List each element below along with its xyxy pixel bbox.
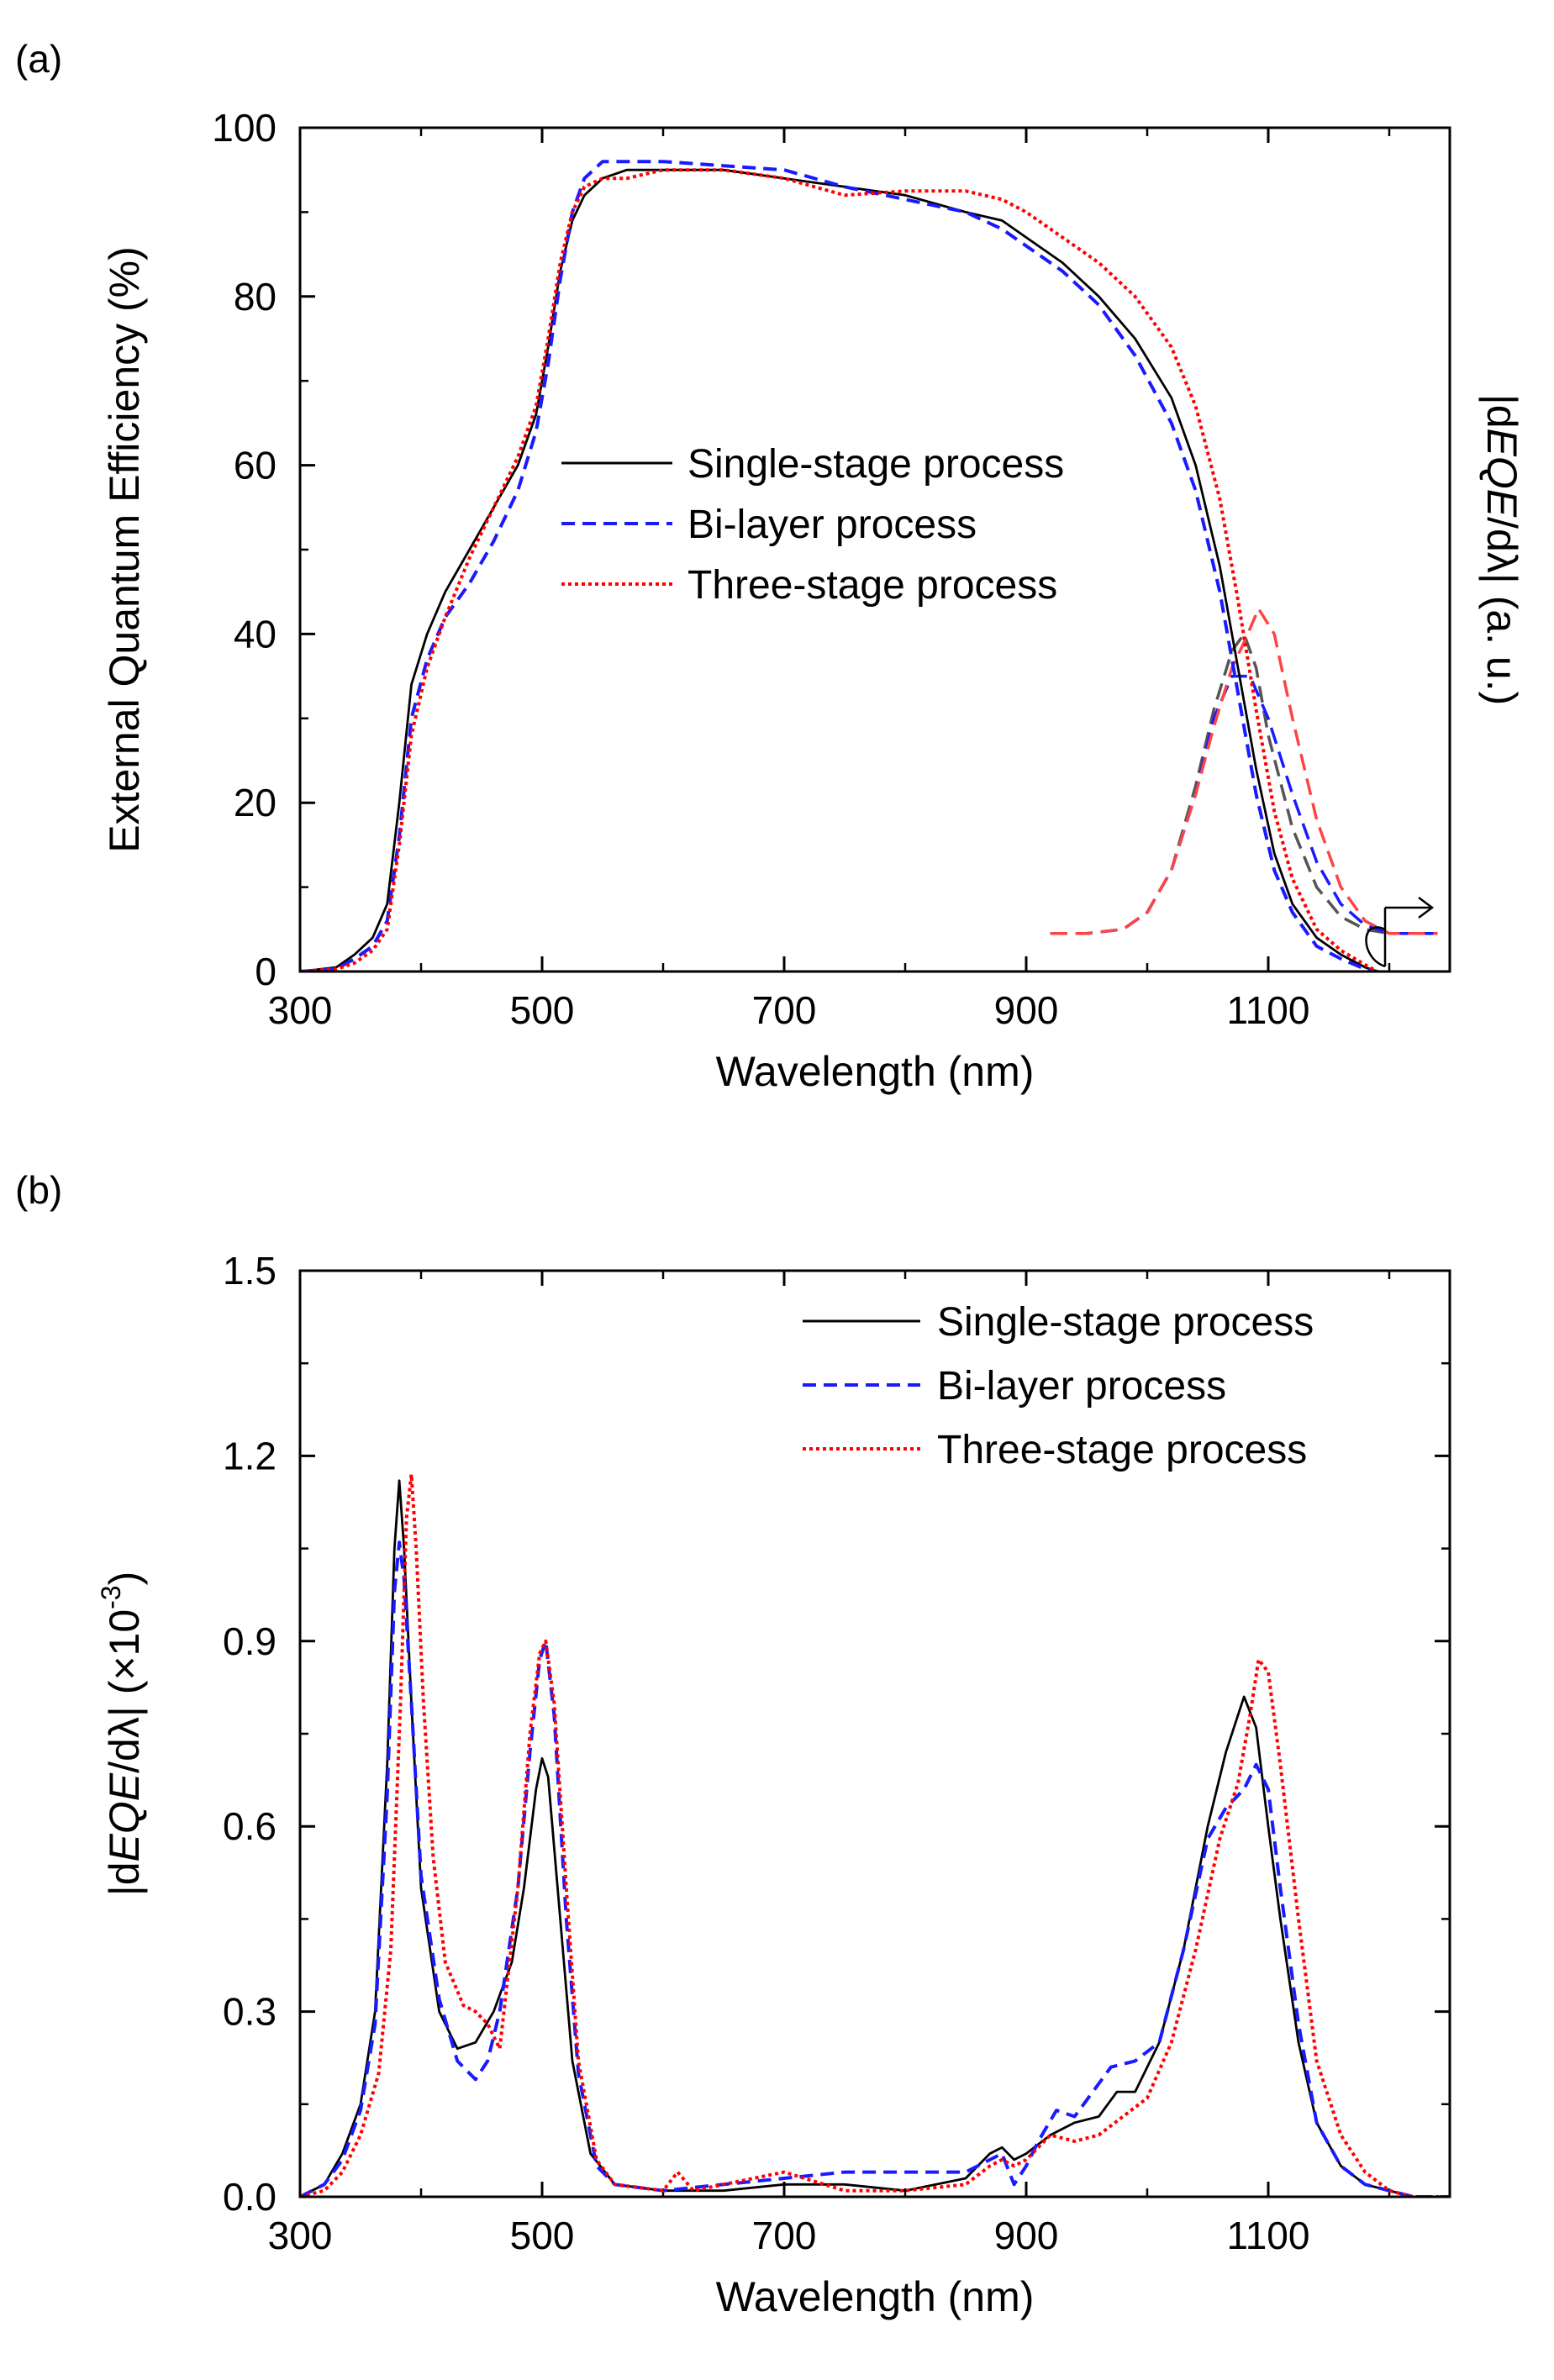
plot-area	[300, 160, 1438, 971]
axis-pointer-annotation	[1365, 897, 1435, 968]
y-tick-label: 1.2	[223, 1434, 277, 1477]
x-tick-label: 1100	[1227, 2214, 1310, 2257]
legend-label: Three-stage process	[687, 563, 1057, 608]
y-tick-label: 100	[212, 106, 277, 150]
legend-label: Bi-layer process	[937, 1364, 1226, 1409]
x-tick-label: 700	[752, 988, 817, 1032]
y-axis-title-superscript: -3	[96, 1585, 126, 1609]
y-axis-title: External Quantum Efficiency (%)	[101, 246, 148, 853]
y-axis-title-part: EQE	[101, 1772, 148, 1861]
y-tick-label: 20	[234, 781, 277, 824]
y-axis-title: |dEQE/dλ| (×10-3)	[96, 1572, 148, 1897]
legend-label: Single-stage process	[687, 442, 1064, 487]
derivative-curve-3	[1050, 607, 1438, 935]
x-tick-label: 700	[752, 2214, 817, 2257]
x-axis-title: Wavelength (nm)	[716, 2273, 1035, 2320]
legend: Single-stage process Bi-layer process Thre…	[803, 1300, 1314, 1472]
x-tick-label: 500	[510, 988, 575, 1032]
axes-frame	[298, 126, 1451, 973]
x-axis-title: Wavelength (nm)	[716, 1048, 1035, 1095]
derivative-curve-2	[1050, 674, 1438, 935]
legend-label: Three-stage process	[937, 1428, 1307, 1472]
x-tick-label: 1100	[1227, 988, 1310, 1032]
right-axis-title-part: /dλ| (a. u.)	[1478, 517, 1525, 705]
y-tick-label: 1.5	[223, 1249, 277, 1293]
right-axis-title: |dEQE/dλ| (a. u.)	[1478, 394, 1525, 706]
legend-label: Single-stage process	[937, 1300, 1314, 1345]
y-tick-label: 60	[234, 444, 277, 487]
y-axis-title-part: )	[101, 1572, 148, 1586]
series-line-three-stage-process	[300, 168, 1378, 971]
y-axis-title-part: |d	[101, 1861, 148, 1896]
right-axis-title-part: |d	[1478, 394, 1525, 429]
y-tick-label: 0.0	[223, 2175, 277, 2219]
series-line-three-stage-process	[300, 1472, 1450, 2197]
y-tick-label: 0	[255, 950, 277, 993]
right-axis-title-part: EQE	[1478, 429, 1525, 518]
y-tick-label: 0.6	[223, 1804, 277, 1848]
chart-panel-a: (a) 300 500 700 900 1100 0 20 40 60 80 100 Wavelengt…	[15, 37, 1525, 1095]
panel-label: (b)	[15, 1168, 62, 1212]
x-tick-label: 900	[994, 2214, 1059, 2257]
panel-label: (a)	[15, 37, 62, 81]
arrow-right-icon	[1418, 897, 1435, 919]
derivative-curve-1	[1050, 632, 1438, 935]
x-tick-label: 500	[510, 2214, 575, 2257]
y-tick-label: 80	[234, 275, 277, 319]
series-line-bi-layer-process	[300, 160, 1378, 971]
series-line-single-stage-process	[300, 1479, 1450, 2197]
y-tick-label: 40	[234, 612, 277, 656]
y-tick-label: 0.3	[223, 1990, 277, 2034]
y-tick-label: 0.9	[223, 1619, 277, 1663]
axis-pointer-curve	[1365, 926, 1386, 968]
series-line-bi-layer-process	[300, 1540, 1450, 2197]
x-tick-label: 300	[268, 2214, 333, 2257]
x-tick-label: 900	[994, 988, 1059, 1032]
y-axis-title-part: /dλ| (×10	[101, 1609, 148, 1773]
x-tick-label: 300	[268, 988, 333, 1032]
chart-panel-b: (b) 300 500 700 900 1100 0.0 0.3 0.6 0.9 1.2 1.5 Wav…	[15, 1168, 1451, 2320]
plot-area	[300, 1472, 1450, 2197]
legend: Single-stage process Bi-layer process Thre…	[561, 442, 1064, 608]
legend-label: Bi-layer process	[687, 503, 977, 547]
axes-frame	[298, 1269, 1451, 2198]
series-line-single-stage-process	[300, 168, 1378, 971]
